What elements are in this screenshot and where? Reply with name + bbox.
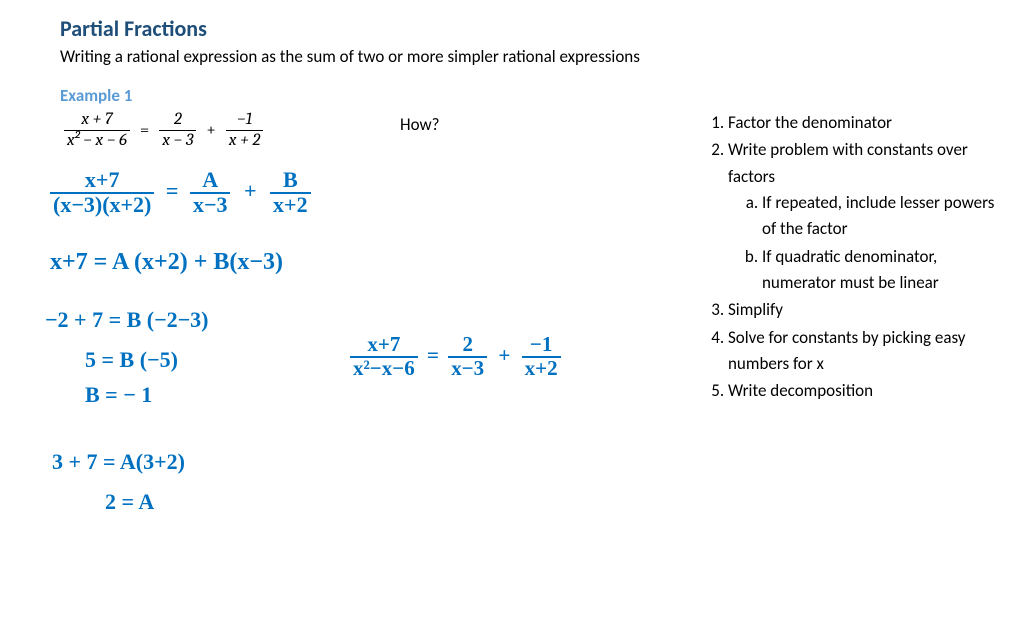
handwriting-rework: x+7 x²−x−6 = 2 x−3 + −1 x+2 xyxy=(350,335,561,379)
step-3: Simplify xyxy=(728,297,1004,323)
hw1-frac3: B x+2 xyxy=(270,170,311,216)
lhs-denominator: x² − x − 6 xyxy=(64,130,130,151)
plus-sign: + xyxy=(206,121,215,140)
steps-list: Factor the denominator Write problem wit… xyxy=(700,110,1004,405)
hwR-frac1-den: x²−x−6 xyxy=(350,356,418,379)
step-2b: If quadratic denominator, numerator must… xyxy=(762,244,1004,297)
hwR-frac1: x+7 x²−x−6 xyxy=(350,335,418,379)
handwriting-line-3: −2 + 7 = B (−2−3) xyxy=(45,308,209,331)
hw1-frac1: x+7 (x−3)(x+2) xyxy=(50,170,154,216)
handwriting-line-7: 2 = A xyxy=(105,490,154,513)
hwR-frac3-den: x+2 xyxy=(522,356,561,379)
hwR-plus: + xyxy=(498,343,510,367)
left-column: x + 7 x² − x − 6 = 2 x − 3 + −1 x + 2 Ho… xyxy=(60,110,700,150)
handwriting-line-2: x+7 = A (x+2) + B(x−3) xyxy=(50,250,283,275)
rhs2-denominator: x + 2 xyxy=(226,130,264,151)
rhs2-numerator: −1 xyxy=(234,110,255,130)
hw1-frac3-den: x+2 xyxy=(270,192,311,216)
hwR-frac3: −1 x+2 xyxy=(522,335,561,379)
lhs-numerator: x + 7 xyxy=(78,110,115,130)
page-subtitle: Writing a rational expression as the sum… xyxy=(60,46,1004,67)
how-label: How? xyxy=(400,114,440,135)
example-label: Example 1 xyxy=(60,85,1004,106)
handwriting-line-4: 5 = B (−5) xyxy=(85,348,178,371)
handwriting-line-1: x+7 (x−3)(x+2) = A x−3 + B x+2 xyxy=(50,170,311,216)
hwR-frac2-num: 2 xyxy=(459,335,476,356)
hw1-plus: + xyxy=(244,178,257,203)
step-2: Write problem with constants over factor… xyxy=(728,137,1004,296)
hwR-frac2-den: x−3 xyxy=(448,356,487,379)
step-2-sublist: If repeated, include lesser powers of th… xyxy=(728,190,1004,296)
equals-sign: = xyxy=(140,121,149,140)
handwriting-line-5: B = − 1 xyxy=(85,383,152,406)
content-row: x + 7 x² − x − 6 = 2 x − 3 + −1 x + 2 Ho… xyxy=(60,110,1004,406)
hwR-eq: = xyxy=(427,343,439,367)
hw1-frac2-den: x−3 xyxy=(190,192,231,216)
rhs1-numerator: 2 xyxy=(171,110,185,130)
hw1-frac1-num: x+7 xyxy=(82,170,123,192)
hw1-frac2: A x−3 xyxy=(190,170,231,216)
hwR-frac2: 2 x−3 xyxy=(448,335,487,379)
step-4: Solve for constants by picking easy numb… xyxy=(728,325,1004,378)
steps-column: Factor the denominator Write problem wit… xyxy=(700,110,1004,406)
hwR-frac3-num: −1 xyxy=(527,335,555,356)
step-2-text: Write problem with constants over factor… xyxy=(728,139,968,186)
rhs1-fraction: 2 x − 3 xyxy=(159,110,196,150)
typeset-equation: x + 7 x² − x − 6 = 2 x − 3 + −1 x + 2 xyxy=(64,110,700,150)
hw1-frac1-den: (x−3)(x+2) xyxy=(50,192,154,216)
rhs2-fraction: −1 x + 2 xyxy=(226,110,264,150)
rhs1-denominator: x − 3 xyxy=(159,130,196,151)
hw1-frac2-num: A xyxy=(199,170,221,192)
step-1: Factor the denominator xyxy=(728,110,1004,136)
step-5: Write decomposition xyxy=(728,378,1004,404)
lhs-fraction: x + 7 x² − x − 6 xyxy=(64,110,130,150)
hw1-eq: = xyxy=(166,178,179,203)
hwR-frac1-num: x+7 xyxy=(364,335,403,356)
step-2a: If repeated, include lesser powers of th… xyxy=(762,190,1004,243)
handwriting-line-6: 3 + 7 = A(3+2) xyxy=(52,450,185,473)
page-title: Partial Fractions xyxy=(60,15,1004,42)
hw1-frac3-num: B xyxy=(280,170,301,192)
